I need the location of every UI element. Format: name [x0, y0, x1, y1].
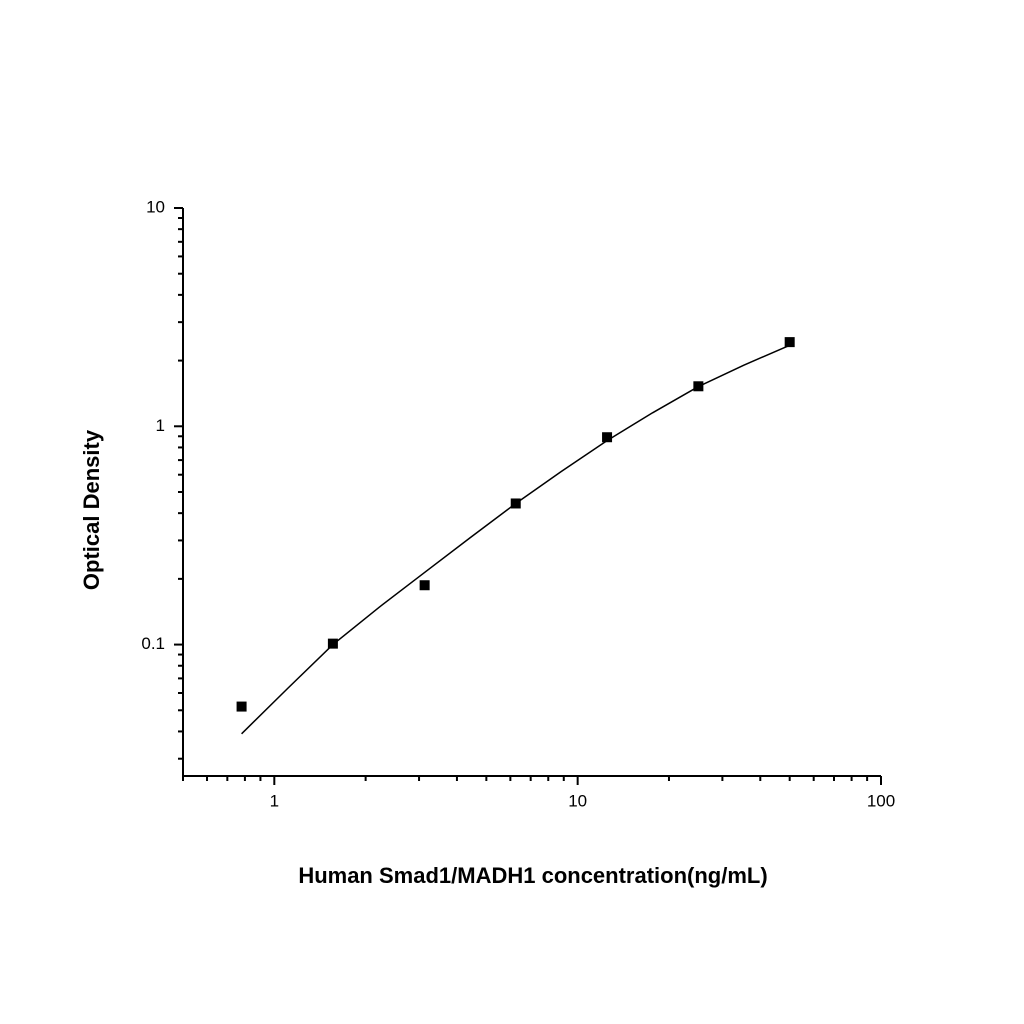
x-tick-label: 1: [270, 791, 279, 810]
y-tick-label: 1: [156, 416, 165, 435]
x-tick-label: 10: [568, 791, 587, 810]
y-axis-title: Optical Density: [79, 429, 104, 590]
fit-curve: [241, 344, 790, 735]
data-point: [236, 701, 247, 712]
data-point: [419, 580, 430, 591]
y-tick-label: 0.1: [141, 634, 165, 653]
data-point: [602, 432, 613, 443]
data-point: [784, 337, 795, 348]
y-tick-label: 10: [146, 197, 165, 216]
x-tick-label: 100: [867, 791, 895, 810]
x-axis-title: Human Smad1/MADH1 concentration(ng/mL): [298, 863, 767, 888]
